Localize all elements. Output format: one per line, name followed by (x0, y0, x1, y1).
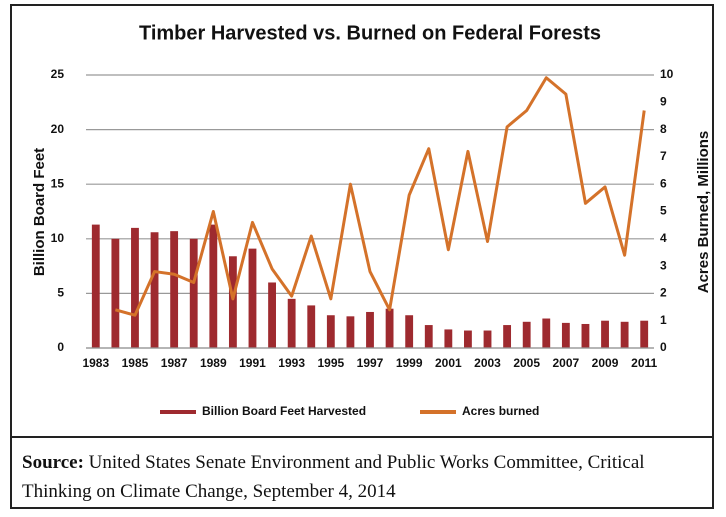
y-tick-label: 5 (57, 286, 64, 300)
bar (503, 325, 512, 348)
y2-tick-label: 1 (660, 313, 667, 327)
y-axis-label: Billion Board Feet (31, 148, 48, 276)
bar (405, 315, 414, 348)
x-tick-label: 2007 (553, 356, 580, 370)
bar (307, 305, 316, 348)
bar (346, 316, 355, 348)
x-tick-label: 2001 (435, 356, 462, 370)
bar (131, 227, 139, 348)
bar (268, 282, 276, 348)
bar (248, 248, 257, 348)
x-tick-label: 1987 (161, 356, 188, 370)
y2-tick-label: 9 (660, 94, 667, 108)
bar (209, 224, 218, 348)
bar (640, 320, 649, 348)
bar (581, 323, 590, 348)
y-tick-label: 10 (51, 231, 65, 245)
y2-tick-label: 2 (660, 286, 667, 300)
y2-tick-label: 10 (660, 67, 674, 81)
x-tick-label: 1993 (278, 356, 305, 370)
legend-label: Acres burned (462, 404, 539, 418)
y2-tick-label: 0 (660, 340, 667, 354)
bar (170, 231, 179, 348)
bar (326, 315, 335, 348)
y2-tick-label: 4 (660, 231, 667, 245)
x-tick-label: 1983 (82, 356, 109, 370)
source-label: Source: (22, 452, 84, 473)
x-tick-label: 1991 (239, 356, 266, 370)
bar (287, 298, 296, 348)
x-tick-label: 2009 (592, 356, 619, 370)
bar (424, 325, 433, 348)
bar (542, 318, 551, 348)
bar (228, 256, 237, 348)
y2-tick-label: 8 (660, 122, 667, 136)
bar (601, 320, 609, 348)
x-tick-label: 1995 (317, 356, 344, 370)
bar (189, 238, 198, 348)
y-tick-label: 25 (51, 67, 65, 81)
frame (10, 4, 714, 509)
bar (150, 232, 159, 348)
chart: Timber Harvested vs. Burned on Federal F… (31, 22, 712, 418)
x-tick-label: 2011 (631, 356, 657, 370)
separator (10, 436, 714, 438)
bar (464, 330, 472, 348)
bar (111, 238, 120, 348)
y-tick-label: 20 (51, 122, 65, 136)
line (114, 76, 646, 317)
bar (444, 329, 453, 348)
x-tick-label: 2003 (474, 356, 501, 370)
bar (483, 330, 492, 348)
y-tick-label: 0 (57, 340, 64, 354)
y2-tick-label: 7 (660, 149, 667, 163)
y2-axis-label: Acres Burned, Millions (695, 131, 712, 294)
chart-title: Timber Harvested vs. Burned on Federal F… (139, 22, 601, 44)
x-tick-label: 1985 (122, 356, 149, 370)
source-note: Source: United States Senate Environment… (22, 448, 712, 506)
x-tick-label: 2005 (513, 356, 540, 370)
x-tick-label: 1989 (200, 356, 227, 370)
bar (522, 321, 531, 348)
legend-label: Billion Board Feet Harvested (202, 404, 366, 418)
bar (385, 308, 394, 348)
source-text: United States Senate Environment and Pub… (22, 452, 645, 502)
legend-swatch (160, 410, 196, 414)
y2-tick-label: 6 (660, 176, 667, 190)
y2-tick-label: 3 (660, 258, 667, 272)
x-tick-label: 1999 (396, 356, 423, 370)
y2-tick-label: 5 (660, 204, 667, 218)
legend-swatch (420, 410, 456, 414)
bar (91, 224, 100, 348)
x-tick-label: 1997 (357, 356, 384, 370)
bar (620, 321, 629, 348)
bar (366, 311, 374, 348)
bar (561, 322, 570, 348)
y-tick-label: 15 (51, 176, 65, 190)
